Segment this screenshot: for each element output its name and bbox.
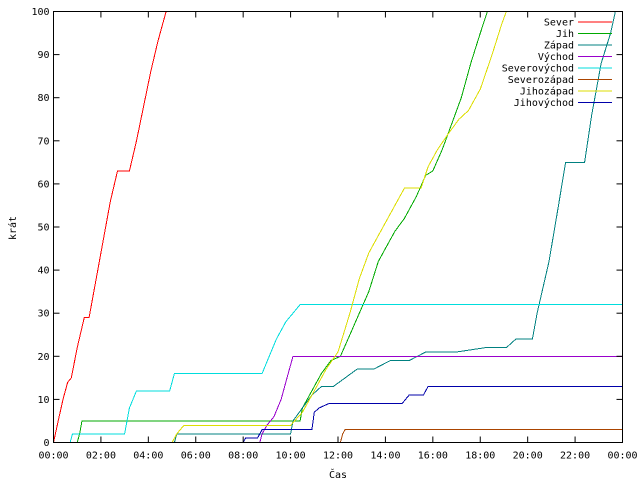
x-tick-label: 16:00 — [418, 451, 448, 462]
legend-label: Severovýchod — [502, 63, 574, 75]
x-tick-label: 10:00 — [276, 451, 306, 462]
series-line-3 — [53, 11, 616, 443]
y-tick-label: 10 — [37, 395, 49, 406]
y-tick-label: 100 — [31, 7, 49, 18]
y-tick-label: 30 — [37, 309, 49, 320]
x-tick-label: 20:00 — [513, 451, 543, 462]
y-tick-label: 90 — [37, 50, 49, 61]
x-tick-label: 04:00 — [133, 451, 163, 462]
x-tick-label: 00:00 — [38, 451, 68, 462]
y-tick-label: 60 — [37, 179, 49, 190]
series-line-1 — [53, 11, 167, 443]
legend-label: Západ — [544, 40, 574, 52]
series-line-4 — [53, 355, 623, 443]
x-tick-label: 08:00 — [228, 451, 258, 462]
legend-label: Jihozápad — [520, 86, 574, 98]
x-tick-label: 18:00 — [465, 451, 495, 462]
y-tick-label: 50 — [37, 223, 49, 234]
legend-label: Severozápad — [508, 74, 574, 86]
tick-labels-layer: 0 10 20 30 40 50 60 70 80 90 100 00:00 02:00 04:00 06:… — [31, 7, 637, 462]
series-line-8 — [53, 386, 623, 443]
y-tick-label: 0 — [43, 438, 49, 449]
legend-label: Sever — [544, 18, 574, 29]
series-line-7 — [53, 11, 507, 443]
x-tick-label: 00:00 — [607, 451, 637, 462]
x-axis-label: Čas — [329, 468, 347, 480]
y-tick-label: 70 — [37, 136, 49, 147]
x-tick-label: 02:00 — [86, 451, 116, 462]
x-tick-label: 14:00 — [370, 451, 400, 462]
x-tick-label: 06:00 — [181, 451, 211, 462]
x-tick-label: 12:00 — [323, 451, 353, 462]
legend: SeverJihZápadVýchodSeverovýchodSeverozáp… — [502, 18, 612, 109]
y-tick-label: 20 — [37, 352, 49, 363]
ticks-layer — [53, 11, 623, 443]
y-tick-label: 40 — [37, 266, 49, 277]
series-line-2 — [53, 11, 488, 443]
legend-label: Jihovýchod — [514, 97, 574, 109]
x-tick-label: 22:00 — [560, 451, 590, 462]
y-axis-label: krát — [7, 216, 19, 240]
legend-label: Jih — [556, 29, 574, 40]
legend-label: Východ — [538, 51, 574, 63]
series-line-5 — [53, 304, 623, 443]
y-tick-label: 80 — [37, 93, 49, 104]
